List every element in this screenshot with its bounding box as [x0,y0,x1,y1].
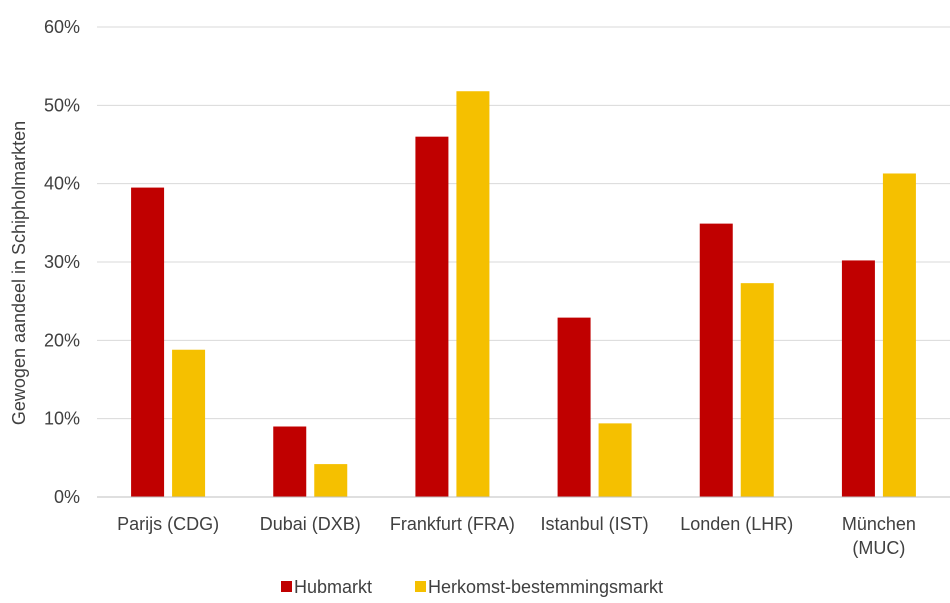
bars [131,91,916,498]
bar-hubmarkt [557,317,591,497]
bar-herkomst-bestemmingsmarkt [172,349,206,497]
legend-label: Hubmarkt [294,577,372,597]
y-tick-label: 40% [44,174,80,194]
legend: Hubmarkt Herkomst-bestemmingsmarkt [281,577,663,597]
bar-herkomst-bestemmingsmarkt [740,283,774,497]
legend-swatch [281,581,292,592]
bar-hubmarkt [699,223,733,497]
x-tick-label: Londen (LHR) [680,514,793,534]
bar-hubmarkt [841,260,875,497]
bar-herkomst-bestemmingsmarkt [882,173,916,497]
bar-hubmarkt [415,136,449,497]
y-tick-label: 60% [44,17,80,37]
y-axis-ticks: 0% 10% 20% 30% 40% 50% 60% [44,17,80,507]
legend-swatch [415,581,426,592]
y-tick-label: 0% [54,487,80,507]
x-tick-label: München (MUC) [842,514,916,558]
bar-hubmarkt [273,426,307,497]
x-tick-label: Istanbul (IST) [541,514,649,534]
x-axis-ticks: Parijs (CDG) Dubai (DXB) Frankfurt (FRA) Is… [117,514,916,558]
x-tick-label: Parijs (CDG) [117,514,219,534]
bar-herkomst-bestemmingsmarkt [598,423,632,497]
legend-label: Herkomst-bestemmingsmarkt [428,577,663,597]
y-tick-label: 30% [44,252,80,272]
gridlines [97,26,950,420]
bar-herkomst-bestemmingsmarkt [456,91,490,497]
bar-hubmarkt [131,187,165,498]
y-axis-label: Gewogen aandeel in Schipholmarkten [9,121,29,425]
x-tick-label: Dubai (DXB) [260,514,361,534]
y-tick-label: 50% [44,95,80,115]
bar-herkomst-bestemmingsmarkt [314,464,348,497]
x-tick-label: Frankfurt (FRA) [390,514,515,534]
y-tick-label: 20% [44,330,80,350]
y-tick-label: 10% [44,409,80,429]
